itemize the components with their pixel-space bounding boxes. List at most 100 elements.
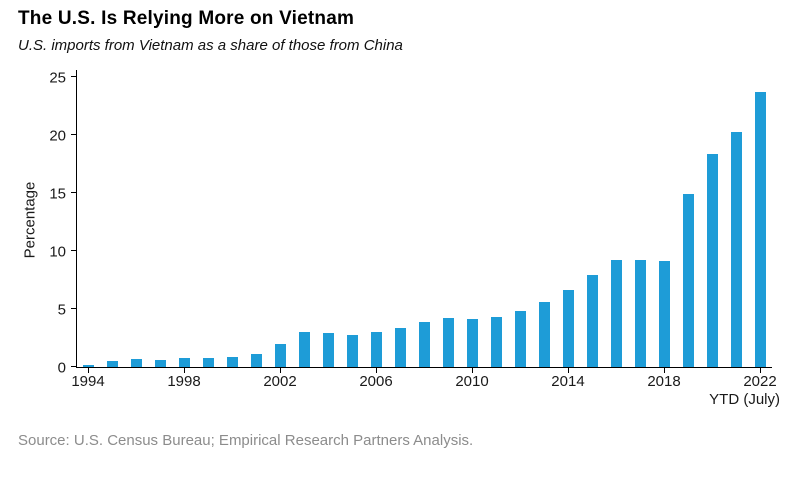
bar-column-2008 bbox=[413, 77, 437, 367]
x-tick-mark-2018 bbox=[663, 367, 665, 373]
bar-2000 bbox=[227, 356, 239, 367]
bar-2022 bbox=[754, 92, 766, 367]
bar-column-2002 bbox=[269, 77, 293, 367]
x-axis-note: YTD (July) bbox=[709, 391, 780, 408]
bar-2005 bbox=[347, 334, 359, 367]
bar-2004 bbox=[323, 333, 335, 367]
bar-series bbox=[77, 77, 772, 367]
chart-title: The U.S. Is Relying More on Vietnam bbox=[18, 8, 355, 29]
x-tick-mark-2002 bbox=[280, 367, 282, 373]
x-tick-label-1998: 1998 bbox=[167, 373, 201, 390]
bar-2002 bbox=[275, 343, 287, 367]
bar-column-1994 bbox=[77, 77, 101, 367]
bar-2019 bbox=[682, 194, 694, 367]
bar-column-2022 bbox=[748, 77, 772, 367]
x-tick-label-2022: 2022 bbox=[743, 373, 777, 390]
bar-2016 bbox=[610, 260, 622, 367]
bar-2020 bbox=[706, 153, 718, 367]
bar-1994 bbox=[83, 364, 95, 367]
bar-2008 bbox=[419, 321, 431, 367]
bar-column-2012 bbox=[508, 77, 532, 367]
bar-column-2011 bbox=[484, 77, 508, 367]
bar-column-2014 bbox=[556, 77, 580, 367]
plot-area bbox=[71, 70, 772, 373]
bar-column-2003 bbox=[293, 77, 317, 367]
bar-2017 bbox=[634, 260, 646, 367]
y-tick-label-5: 5 bbox=[57, 301, 66, 319]
bar-column-2015 bbox=[580, 77, 604, 367]
bar-column-1999 bbox=[197, 77, 221, 367]
bar-2006 bbox=[371, 332, 383, 367]
bar-column-2013 bbox=[532, 77, 556, 367]
bar-1997 bbox=[155, 360, 167, 367]
bar-2001 bbox=[251, 354, 263, 367]
x-tick-mark-2014 bbox=[567, 367, 569, 373]
bar-2003 bbox=[299, 332, 311, 367]
x-tick-label-1994: 1994 bbox=[71, 373, 105, 390]
x-tick-label-2018: 2018 bbox=[647, 373, 681, 390]
y-tick-label-20: 20 bbox=[49, 127, 66, 145]
bar-1998 bbox=[179, 357, 191, 367]
bar-column-2016 bbox=[604, 77, 628, 367]
bar-1995 bbox=[107, 361, 119, 367]
y-tick-label-0: 0 bbox=[57, 359, 66, 377]
x-tick-mark-2006 bbox=[376, 367, 378, 373]
x-tick-label-2010: 2010 bbox=[455, 373, 489, 390]
bar-2007 bbox=[395, 327, 407, 367]
bar-column-1995 bbox=[101, 77, 125, 367]
x-tick-mark-2010 bbox=[471, 367, 473, 373]
bar-column-1997 bbox=[149, 77, 173, 367]
bar-2012 bbox=[514, 311, 526, 367]
bar-column-1996 bbox=[125, 77, 149, 367]
y-tick-mark-25 bbox=[71, 76, 77, 77]
bar-2010 bbox=[466, 319, 478, 367]
y-axis-ticks: 0 5 10 15 20 25 bbox=[42, 69, 76, 377]
bar-column-2001 bbox=[245, 77, 269, 367]
chart-page: The U.S. Is Relying More on Vietnam U.S.… bbox=[18, 8, 781, 449]
bar-column-2006 bbox=[365, 77, 389, 367]
y-tick-mark-15 bbox=[71, 192, 77, 193]
x-tick-label-2014: 2014 bbox=[551, 373, 585, 390]
y-tick-mark-10 bbox=[71, 250, 77, 251]
bar-2013 bbox=[538, 302, 550, 367]
bar-column-2009 bbox=[437, 77, 461, 367]
bar-chart: Percentage 0 5 10 15 20 25 1994 1998 2002 2006 20… bbox=[18, 69, 781, 409]
bar-2009 bbox=[443, 318, 455, 367]
bar-2011 bbox=[490, 317, 502, 367]
bar-2021 bbox=[730, 131, 742, 367]
chart-subtitle: U.S. imports from Vietnam as a share of … bbox=[18, 37, 403, 54]
y-axis-label-column: Percentage bbox=[18, 70, 42, 408]
bar-2015 bbox=[586, 275, 598, 367]
x-axis-ticks: 1994 1998 2002 2006 2010 2014 2018 2022 bbox=[71, 368, 776, 390]
y-tick-label-25: 25 bbox=[49, 69, 66, 87]
bar-column-2017 bbox=[628, 77, 652, 367]
bar-column-2000 bbox=[221, 77, 245, 367]
y-axis-label: Percentage bbox=[21, 181, 39, 259]
source-note: Source: U.S. Census Bureau; Empirical Re… bbox=[18, 432, 474, 449]
plot-column: 0 5 10 15 20 25 1994 1998 2002 2006 2010 2014 2018 2… bbox=[42, 69, 780, 409]
bar-column-2021 bbox=[724, 77, 748, 367]
x-tick-label-2006: 2006 bbox=[359, 373, 393, 390]
bar-column-1998 bbox=[173, 77, 197, 367]
bar-2018 bbox=[658, 261, 670, 367]
y-tick-mark-0 bbox=[71, 366, 77, 367]
y-tick-mark-20 bbox=[71, 134, 77, 135]
bar-1999 bbox=[203, 357, 215, 367]
bar-column-2019 bbox=[676, 77, 700, 367]
x-tick-label-2002: 2002 bbox=[263, 373, 297, 390]
bar-column-2005 bbox=[341, 77, 365, 367]
x-tick-mark-1998 bbox=[184, 367, 186, 373]
bar-column-2018 bbox=[652, 77, 676, 367]
y-tick-label-15: 15 bbox=[49, 185, 66, 203]
bar-2014 bbox=[562, 290, 574, 367]
plot-row: 0 5 10 15 20 25 bbox=[42, 69, 772, 377]
bar-column-2007 bbox=[389, 77, 413, 367]
y-tick-mark-5 bbox=[71, 308, 77, 309]
x-tick-mark-2022 bbox=[759, 367, 761, 373]
y-tick-label-10: 10 bbox=[49, 243, 66, 261]
x-tick-mark-1994 bbox=[88, 367, 90, 373]
bar-column-2010 bbox=[461, 77, 485, 367]
bar-column-2004 bbox=[317, 77, 341, 367]
bar-column-2020 bbox=[700, 77, 724, 367]
bar-1996 bbox=[131, 358, 143, 367]
